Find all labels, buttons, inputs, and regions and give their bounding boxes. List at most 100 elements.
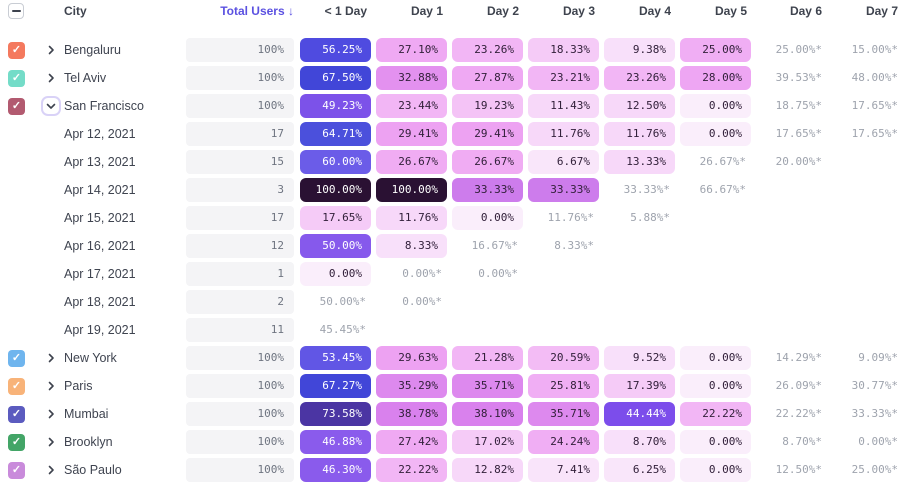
column-header-day-4[interactable]: Day 4 (638, 4, 671, 18)
retention-cell[interactable]: 11.76% (604, 122, 675, 146)
expand-chevron-right-icon[interactable] (41, 460, 61, 480)
retention-estimate: 5.88%* (630, 211, 670, 224)
retention-cell[interactable]: 12.82% (452, 458, 523, 482)
retention-cell[interactable]: 64.71% (300, 122, 371, 146)
retention-cell[interactable]: 23.44% (376, 94, 447, 118)
retention-cell[interactable]: 9.38% (604, 38, 675, 62)
retention-cell[interactable]: 9.52% (604, 346, 675, 370)
retention-estimate: 45.45%* (319, 323, 366, 336)
retention-cell[interactable]: 46.88% (300, 430, 371, 454)
expand-chevron-right-icon[interactable] (41, 68, 61, 88)
expand-chevron-right-icon[interactable] (41, 404, 61, 424)
retention-cell[interactable]: 32.88% (376, 66, 447, 90)
retention-cell[interactable]: 100.00% (376, 178, 447, 202)
retention-cell[interactable]: 6.67% (528, 150, 599, 174)
retention-cell[interactable]: 0.00% (680, 374, 751, 398)
retention-cell[interactable]: 35.71% (528, 402, 599, 426)
retention-cell[interactable]: 23.26% (452, 38, 523, 62)
retention-cell[interactable]: 0.00% (680, 458, 751, 482)
retention-cell[interactable]: 60.00% (300, 150, 371, 174)
retention-cell[interactable]: 73.58% (300, 402, 371, 426)
retention-cell[interactable]: 44.44% (604, 402, 675, 426)
retention-cell[interactable]: 28.00% (680, 66, 751, 90)
retention-cell[interactable]: 8.33% (376, 234, 447, 258)
column-header-day-6[interactable]: Day 6 (789, 4, 822, 18)
row-checkbox[interactable]: ✓ (8, 377, 25, 395)
expand-chevron-right-icon[interactable] (41, 348, 61, 368)
retention-cell[interactable]: 26.67% (376, 150, 447, 174)
expand-chevron-right-icon[interactable] (41, 376, 61, 396)
column-header-day-7[interactable]: Day 7 (865, 4, 898, 18)
retention-cell[interactable]: 19.23% (452, 94, 523, 118)
retention-cell[interactable]: 67.27% (300, 374, 371, 398)
retention-cell[interactable]: 0.00% (680, 94, 751, 118)
retention-cell[interactable]: 100.00% (300, 178, 371, 202)
retention-cell[interactable]: 22.22% (376, 458, 447, 482)
expand-chevron-right-icon[interactable] (41, 40, 61, 60)
retention-cell[interactable]: 18.33% (528, 38, 599, 62)
retention-cell[interactable]: 38.78% (376, 402, 447, 426)
select-all-checkbox[interactable] (8, 3, 24, 19)
retention-cell[interactable]: 0.00% (680, 346, 751, 370)
retention-cell[interactable]: 11.76% (376, 206, 447, 230)
retention-cell[interactable]: 33.33% (528, 178, 599, 202)
retention-cell[interactable]: 35.29% (376, 374, 447, 398)
retention-cell[interactable]: 27.10% (376, 38, 447, 62)
column-header-city[interactable]: City (64, 4, 87, 18)
column-header-day-1[interactable]: Day 1 (410, 4, 443, 18)
row-checkbox[interactable]: ✓ (8, 41, 25, 59)
retention-cell[interactable]: 8.70% (604, 430, 675, 454)
retention-cell[interactable]: 21.28% (452, 346, 523, 370)
retention-cell[interactable]: 6.25% (604, 458, 675, 482)
retention-cell[interactable]: 23.26% (604, 66, 675, 90)
retention-cell[interactable]: 25.81% (528, 374, 599, 398)
row-checkbox[interactable]: ✓ (8, 405, 25, 423)
retention-cell[interactable]: 67.50% (300, 66, 371, 90)
row-checkbox[interactable]: ✓ (8, 69, 25, 87)
retention-cell[interactable]: 24.24% (528, 430, 599, 454)
retention-cell[interactable]: 22.22% (680, 402, 751, 426)
retention-cell[interactable]: 12.50% (604, 94, 675, 118)
row-checkbox[interactable]: ✓ (8, 97, 25, 115)
retention-cell[interactable]: 25.00% (680, 38, 751, 62)
retention-cell[interactable]: 27.42% (376, 430, 447, 454)
column-header-lt-1-day[interactable]: < 1 Day (324, 4, 367, 18)
retention-cell[interactable]: 20.59% (528, 346, 599, 370)
retention-cell[interactable]: 0.00% (452, 206, 523, 230)
retention-cell[interactable]: 53.45% (300, 346, 371, 370)
retention-cell[interactable]: 23.21% (528, 66, 599, 90)
cell-slot: 49.23% (300, 94, 376, 118)
retention-cell[interactable]: 29.63% (376, 346, 447, 370)
retention-cell[interactable]: 11.43% (528, 94, 599, 118)
retention-cell[interactable]: 17.65% (300, 206, 371, 230)
retention-cell[interactable]: 7.41% (528, 458, 599, 482)
retention-cell[interactable]: 17.02% (452, 430, 523, 454)
retention-cell[interactable]: 46.30% (300, 458, 371, 482)
column-header-day-5[interactable]: Day 5 (714, 4, 747, 18)
retention-cell[interactable]: 27.87% (452, 66, 523, 90)
row-label: São Paulo (64, 463, 122, 477)
retention-cell[interactable]: 26.67% (452, 150, 523, 174)
expand-chevron-right-icon[interactable] (41, 432, 61, 452)
column-header-day-2[interactable]: Day 2 (486, 4, 519, 18)
retention-cell[interactable]: 33.33% (452, 178, 523, 202)
row-checkbox[interactable]: ✓ (8, 433, 25, 451)
retention-cell[interactable]: 50.00% (300, 234, 371, 258)
retention-cell[interactable]: 11.76% (528, 122, 599, 146)
column-header-day-3[interactable]: Day 3 (562, 4, 595, 18)
column-header-total-users[interactable]: Total Users ↓ (220, 4, 294, 18)
retention-cell[interactable]: 0.00% (680, 122, 751, 146)
retention-cell[interactable]: 0.00% (300, 262, 371, 286)
retention-cell[interactable]: 29.41% (376, 122, 447, 146)
retention-cell[interactable]: 49.23% (300, 94, 371, 118)
retention-cell[interactable]: 29.41% (452, 122, 523, 146)
collapse-chevron-down-icon[interactable] (41, 96, 61, 116)
row-checkbox[interactable]: ✓ (8, 461, 25, 479)
retention-cell[interactable]: 17.39% (604, 374, 675, 398)
row-checkbox[interactable]: ✓ (8, 349, 25, 367)
retention-cell[interactable]: 56.25% (300, 38, 371, 62)
retention-cell[interactable]: 0.00% (680, 430, 751, 454)
retention-cell[interactable]: 35.71% (452, 374, 523, 398)
retention-cell[interactable]: 13.33% (604, 150, 675, 174)
retention-cell[interactable]: 38.10% (452, 402, 523, 426)
